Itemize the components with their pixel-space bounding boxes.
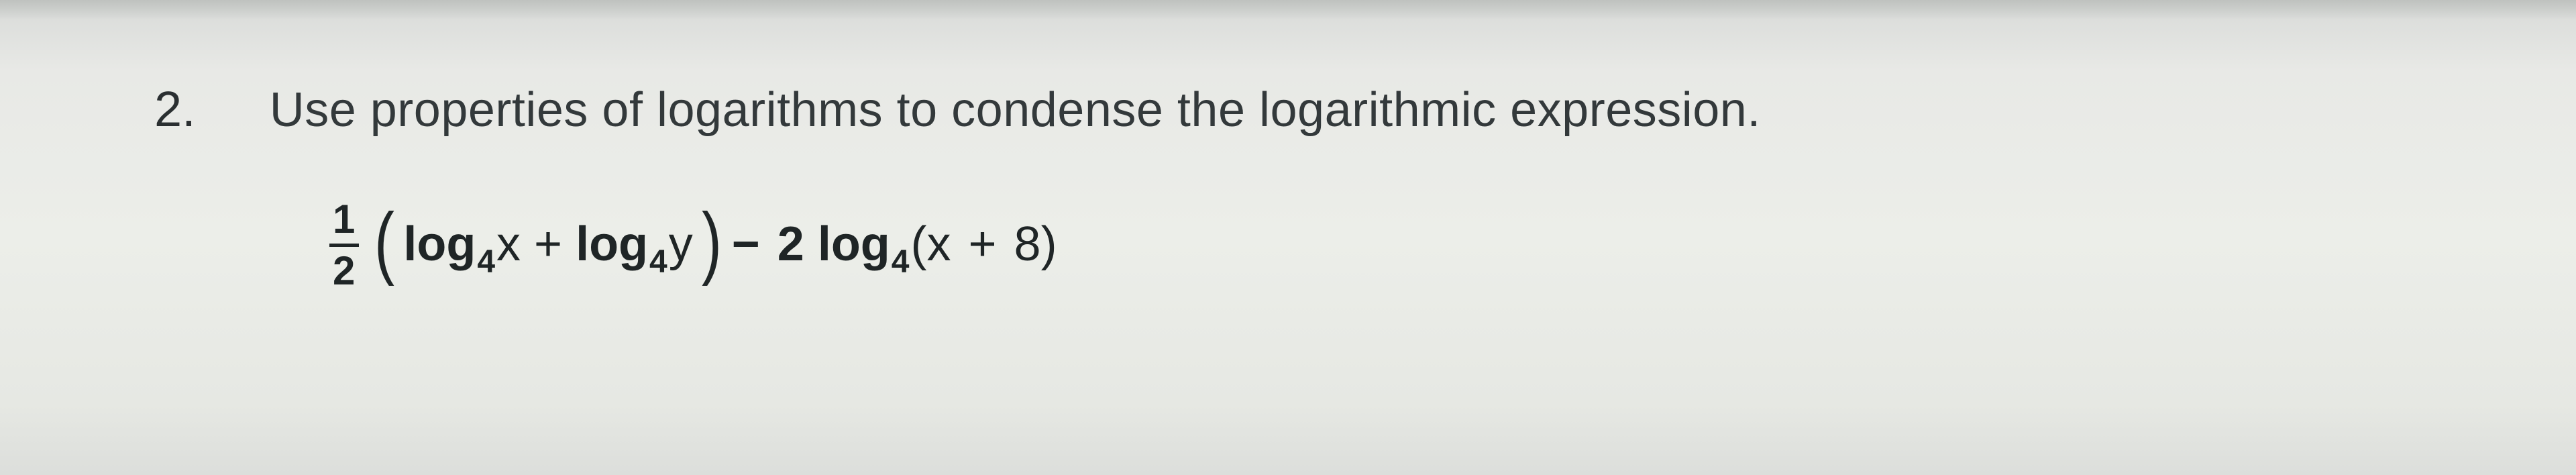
log-word: log	[818, 217, 890, 271]
question-header-row: 2. Use properties of logarithms to conde…	[154, 81, 2442, 138]
fraction-one-half: 1 2	[329, 199, 359, 291]
coefficient: 2	[777, 217, 804, 271]
question-prompt: Use properties of logarithms to condense…	[270, 83, 1761, 138]
log-word: log	[576, 217, 648, 271]
inner-x: x	[926, 217, 951, 271]
fraction-denominator: 2	[329, 247, 359, 291]
inner-rparen: )	[1041, 217, 1057, 271]
inner-8: 8	[1014, 217, 1041, 271]
term-log4x: log4x	[403, 217, 521, 272]
plus-op: +	[534, 217, 562, 272]
log-base: 4	[649, 244, 667, 280]
math-expression: 1 2 ( log4x + log4y ) − 2 log4(x + 8)	[329, 198, 2442, 290]
log-arg: y	[669, 217, 693, 271]
page-top-shadow	[0, 0, 2576, 20]
log-base: 4	[477, 244, 495, 280]
term-2log4: 2 log4(x + 8)	[777, 217, 1057, 272]
minus-op: −	[732, 217, 760, 272]
question-block: 2. Use properties of logarithms to conde…	[154, 81, 2442, 290]
inner-plus: +	[968, 217, 996, 271]
log-word: log	[403, 217, 476, 271]
big-left-paren: (	[374, 209, 394, 274]
question-number: 2.	[154, 81, 196, 138]
big-right-paren: )	[702, 209, 722, 274]
fraction-numerator: 1	[329, 199, 359, 244]
log-arg: x	[496, 217, 521, 271]
inner-lparen: (	[910, 217, 926, 271]
term-log4y: log4y	[576, 217, 693, 272]
log-base: 4	[892, 244, 910, 280]
